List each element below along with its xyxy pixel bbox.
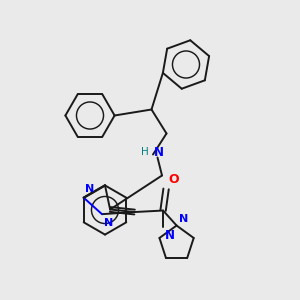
Text: H: H <box>141 147 148 157</box>
Text: N: N <box>179 214 188 224</box>
Text: O: O <box>168 173 179 186</box>
Text: N: N <box>154 146 164 159</box>
Text: N: N <box>104 218 114 228</box>
Text: N: N <box>165 229 175 242</box>
Text: N: N <box>85 184 94 194</box>
